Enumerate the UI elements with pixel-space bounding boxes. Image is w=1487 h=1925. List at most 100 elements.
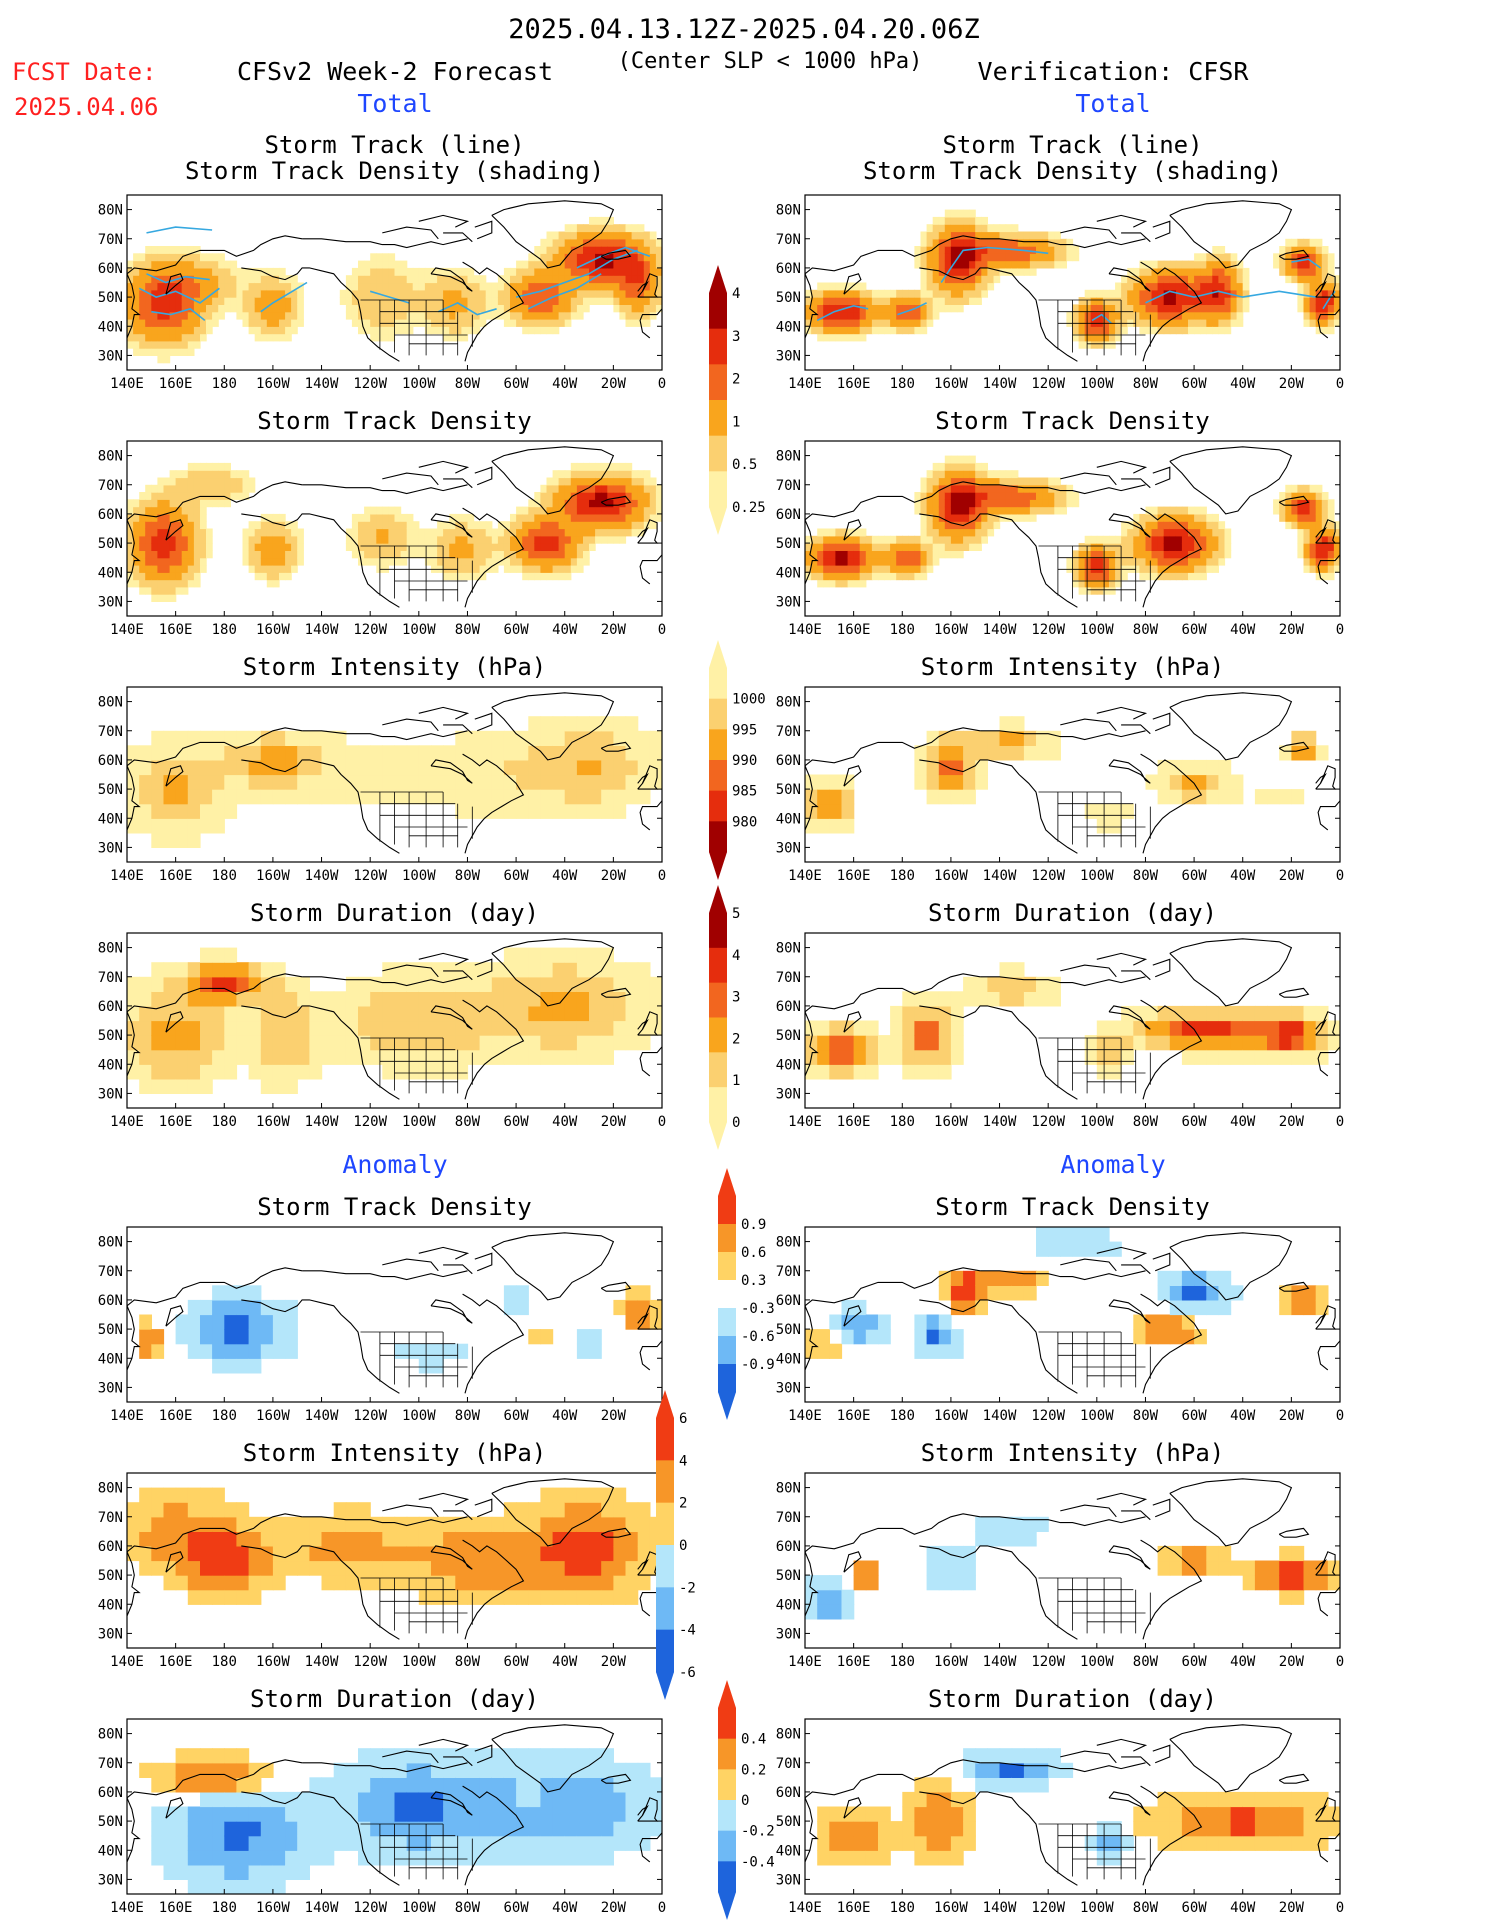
grid-cell xyxy=(522,297,529,305)
grid-cell xyxy=(643,231,651,240)
grid-cell xyxy=(829,326,836,335)
grid-cell xyxy=(552,716,566,732)
grid-cell xyxy=(218,477,225,486)
grid-cell xyxy=(1096,1064,1110,1080)
grid-cell xyxy=(431,550,438,559)
grid-cell xyxy=(1212,275,1219,284)
grid-cell xyxy=(437,267,444,276)
grid-cell xyxy=(963,1270,976,1286)
grid-cell xyxy=(163,818,177,834)
grid-cell xyxy=(224,774,238,790)
grid-cell xyxy=(358,267,365,276)
grid-cell xyxy=(1327,326,1335,335)
grid-cell xyxy=(589,991,602,1007)
grid-cell xyxy=(479,535,487,544)
grid-cell xyxy=(1169,1035,1183,1051)
grid-cell xyxy=(1163,282,1171,291)
grid-cell xyxy=(1218,311,1226,320)
grid-cell xyxy=(157,492,165,500)
grid-cell xyxy=(564,297,572,305)
grid-cell xyxy=(151,506,158,515)
grid-cell xyxy=(1127,282,1134,291)
grid-cell xyxy=(926,1329,940,1345)
grid-cell xyxy=(370,535,377,544)
grid-cell xyxy=(999,253,1007,262)
grid-cell xyxy=(1218,1035,1232,1051)
grid-cell xyxy=(920,246,928,254)
grid-cell xyxy=(479,311,487,320)
grid-cell xyxy=(975,246,982,254)
grid-cell xyxy=(151,333,158,342)
grid-cell xyxy=(564,484,572,493)
grid-cell xyxy=(212,484,219,493)
lat-label: 80N xyxy=(98,941,123,957)
grid-cell xyxy=(576,260,584,269)
grid-cell xyxy=(1157,275,1165,284)
grid-cell xyxy=(1279,745,1292,761)
grid-cell xyxy=(528,267,535,276)
grid-cell xyxy=(1096,304,1104,313)
grid-cell xyxy=(1090,586,1098,595)
grid-cell xyxy=(151,289,158,298)
grid-cell xyxy=(193,260,201,269)
grid-cell xyxy=(914,1064,928,1080)
coastline xyxy=(637,526,649,538)
grid-cell xyxy=(479,745,493,761)
coastline xyxy=(1278,741,1310,752)
grid-cell xyxy=(853,333,861,342)
grid-cell xyxy=(206,297,213,305)
grid-cell xyxy=(1333,557,1340,566)
grid-cell xyxy=(260,774,274,790)
grid-cell xyxy=(1297,528,1305,537)
grid-cell xyxy=(1242,1005,1256,1022)
grid-cell xyxy=(127,1545,140,1562)
grid-cell xyxy=(157,586,165,595)
grid-cell xyxy=(534,319,541,327)
coastline xyxy=(474,712,493,732)
grid-cell xyxy=(540,565,548,573)
map-panel-fcst-intensity: Storm Intensity (hPa)80N70N60N50N40N30N1… xyxy=(98,653,667,884)
grid-cell xyxy=(418,304,426,313)
grid-cell xyxy=(169,297,177,305)
grid-cell xyxy=(1212,550,1219,559)
grid-cell xyxy=(890,289,897,298)
grid-cell xyxy=(625,267,633,276)
grid-cell xyxy=(1303,260,1311,269)
grid-cell xyxy=(908,550,916,559)
grid-cell xyxy=(151,962,165,978)
grid-cell xyxy=(455,528,462,537)
grid-cell xyxy=(570,557,578,566)
grid-cell xyxy=(829,1020,843,1036)
grid-cell xyxy=(1072,572,1080,581)
coastline xyxy=(919,759,1078,854)
grid-cell xyxy=(969,231,976,240)
grid-cell xyxy=(455,521,462,530)
grid-cell xyxy=(443,1049,456,1065)
grid-cell xyxy=(859,550,867,559)
grid-cell xyxy=(1309,282,1317,291)
grid-cell xyxy=(957,462,964,471)
grid-cell xyxy=(285,557,292,566)
grid-cell xyxy=(333,1035,347,1051)
grid-cell xyxy=(127,282,134,291)
grid-cell xyxy=(1181,275,1189,284)
grid-cell xyxy=(625,759,639,776)
grid-cell xyxy=(1291,238,1299,247)
grid-cell xyxy=(1005,253,1013,262)
grid-cell xyxy=(358,289,365,298)
grid-cell xyxy=(1127,311,1134,320)
grid-cell xyxy=(309,1049,323,1065)
grid-cell xyxy=(823,557,830,566)
grid-cell xyxy=(1011,484,1019,493)
grid-cell xyxy=(297,1064,310,1080)
grid-cell xyxy=(272,528,280,537)
grid-cell xyxy=(552,311,560,320)
grid-cell xyxy=(139,572,146,581)
grid-cell xyxy=(817,1020,830,1036)
grid-cell xyxy=(157,253,165,262)
grid-cell xyxy=(479,976,493,992)
grid-cell xyxy=(853,282,861,291)
grid-cell xyxy=(589,499,596,508)
coastline xyxy=(600,249,632,260)
grid-cell xyxy=(607,484,614,493)
